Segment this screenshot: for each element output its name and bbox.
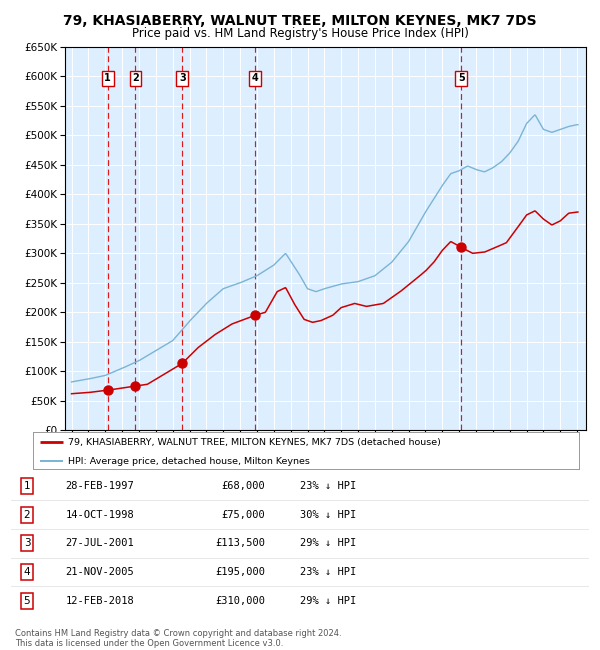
Text: 28-FEB-1997: 28-FEB-1997 — [66, 481, 134, 491]
Text: 4: 4 — [23, 567, 31, 577]
Text: 2: 2 — [23, 510, 31, 520]
Text: £68,000: £68,000 — [221, 481, 265, 491]
Text: 3: 3 — [179, 73, 185, 83]
Text: Contains HM Land Registry data © Crown copyright and database right 2024.
This d: Contains HM Land Registry data © Crown c… — [15, 629, 341, 648]
Text: £310,000: £310,000 — [215, 595, 265, 606]
Text: 30% ↓ HPI: 30% ↓ HPI — [300, 510, 356, 520]
Text: Price paid vs. HM Land Registry's House Price Index (HPI): Price paid vs. HM Land Registry's House … — [131, 27, 469, 40]
Text: 3: 3 — [23, 538, 31, 549]
Text: 4: 4 — [252, 73, 259, 83]
Text: 1: 1 — [104, 73, 111, 83]
Text: 79, KHASIABERRY, WALNUT TREE, MILTON KEYNES, MK7 7DS: 79, KHASIABERRY, WALNUT TREE, MILTON KEY… — [63, 14, 537, 29]
Text: 29% ↓ HPI: 29% ↓ HPI — [300, 595, 356, 606]
Text: 12-FEB-2018: 12-FEB-2018 — [66, 595, 134, 606]
Text: 23% ↓ HPI: 23% ↓ HPI — [300, 567, 356, 577]
Text: £113,500: £113,500 — [215, 538, 265, 549]
Text: 5: 5 — [23, 595, 31, 606]
Text: 79, KHASIABERRY, WALNUT TREE, MILTON KEYNES, MK7 7DS (detached house): 79, KHASIABERRY, WALNUT TREE, MILTON KEY… — [68, 437, 442, 447]
Text: HPI: Average price, detached house, Milton Keynes: HPI: Average price, detached house, Milt… — [68, 457, 310, 465]
Text: 1: 1 — [23, 481, 31, 491]
Text: 2: 2 — [132, 73, 139, 83]
Text: 14-OCT-1998: 14-OCT-1998 — [66, 510, 134, 520]
Text: 27-JUL-2001: 27-JUL-2001 — [66, 538, 134, 549]
Text: 5: 5 — [458, 73, 464, 83]
Text: 29% ↓ HPI: 29% ↓ HPI — [300, 538, 356, 549]
Text: 21-NOV-2005: 21-NOV-2005 — [66, 567, 134, 577]
Text: 23% ↓ HPI: 23% ↓ HPI — [300, 481, 356, 491]
Text: £195,000: £195,000 — [215, 567, 265, 577]
Text: £75,000: £75,000 — [221, 510, 265, 520]
